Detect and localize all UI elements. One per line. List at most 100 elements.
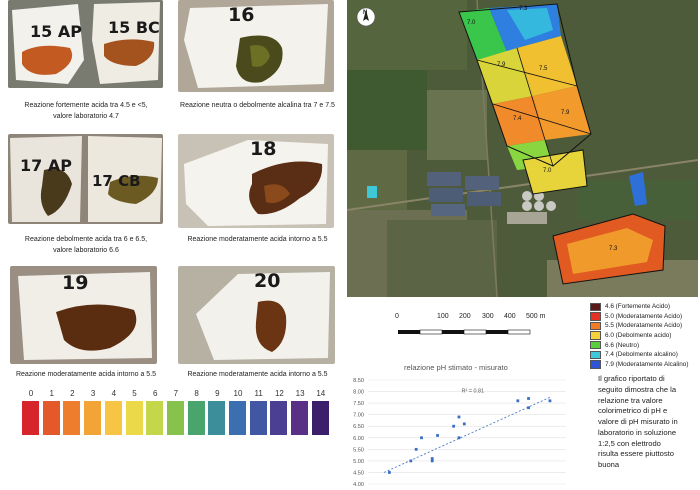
caption-line: valore laboratorio 6.6 — [53, 246, 119, 254]
scale-label: 200 — [459, 313, 471, 320]
ph-swatch — [84, 401, 102, 435]
scale-label: 500 m — [526, 313, 546, 320]
y-tick-label: 8.50 — [353, 378, 364, 384]
ph-swatch — [166, 401, 184, 435]
sample-caption-17: Reazione debolmente acida tra 6 e 6.5, v… — [0, 235, 172, 257]
field-label: 7.5 — [539, 66, 548, 72]
chart-note: Il grafico riportato di seguito dimostra … — [598, 374, 698, 471]
ph-swatch — [311, 401, 329, 435]
y-tick-label: 8.00 — [353, 390, 364, 396]
ph-swatch — [146, 401, 164, 435]
data-point — [548, 399, 552, 403]
note-line: 1:2,5 con elettrodo — [598, 438, 661, 448]
field-label: 7.4 — [513, 116, 522, 122]
ph-swatch — [104, 401, 122, 435]
data-point — [436, 434, 439, 437]
ph-scatter-chart: 8.50 8.00 7.50 7.00 6.50 6.00 5.50 5.00 4.50 4.00… — [353, 378, 566, 488]
legend-item: 6.0 (Debolmente acido) — [590, 331, 698, 341]
y-tick-label: 6.00 — [353, 436, 364, 442]
sample-caption-18: Reazione moderatamente acida intorno a 5… — [175, 235, 340, 246]
legend-label: 5.0 (Moderatamente Acido) — [605, 312, 683, 320]
ph-swatch — [270, 401, 288, 435]
legend-item: 6.6 (Neutro) — [590, 340, 698, 350]
y-tick-label: 7.50 — [353, 401, 364, 407]
legend-swatch — [590, 360, 601, 369]
ph-number: 0 — [28, 389, 34, 398]
scale-label: 300 — [482, 313, 494, 320]
ph-number: 1 — [49, 389, 54, 398]
sample-caption-16: Reazione neutra o debolmente alcalina tr… — [175, 101, 340, 112]
caption-line: valore laboratorio 4.7 — [53, 112, 119, 120]
scale-bar-art — [398, 329, 531, 335]
ph-swatch — [42, 401, 60, 435]
ph-number: 9 — [215, 389, 220, 398]
legend-swatch — [590, 312, 601, 321]
legend-item: 7.4 (Debolmente alcalino) — [590, 350, 698, 360]
sample-photo-20: 20 — [178, 266, 335, 364]
ph-number: 7 — [173, 389, 179, 398]
map-legend: 4.6 (Fortemente Acido) 5.0 (Moderatamente… — [590, 302, 698, 369]
field-label: 7.9 — [497, 62, 506, 68]
field-label: 7.9 — [561, 110, 570, 116]
legend-label: 5.5 (Moderatamente Acido) — [605, 322, 683, 330]
ph-swatch — [249, 401, 267, 435]
legend-item: 7.9 (Moderatamente Alcalino) — [590, 360, 698, 370]
legend-label: 4.6 (Fortemente Acido) — [605, 303, 671, 311]
ph-number: 11 — [254, 389, 263, 398]
sample-photo-15: 15 AP 15 BC — [8, 0, 163, 88]
sample-caption-20: Reazione moderatamente acida intorno a 5… — [175, 370, 340, 381]
legend-label: 6.6 (Neutro) — [605, 341, 640, 349]
data-point — [457, 415, 461, 419]
sample-label-18: 18 — [250, 138, 277, 160]
legend-label: 7.9 (Moderatamente Alcalino) — [605, 360, 689, 368]
ph-number: 8 — [194, 389, 199, 398]
scale-labels-row: 0 100 200 300 400 500 m — [395, 313, 556, 323]
ph-number: 12 — [274, 389, 284, 398]
sample-photo-16: 16 — [178, 0, 334, 92]
sample-label-20: 20 — [254, 270, 281, 292]
ph-number: 10 — [233, 389, 243, 398]
data-point — [420, 436, 423, 440]
legend-swatch — [590, 350, 601, 360]
note-line: relazione tra valore — [598, 395, 663, 405]
ph-number: 14 — [316, 389, 326, 398]
data-point — [452, 424, 456, 428]
ph-color-scale: 0 1 2 3 4 5 6 7 8 9 10 11 12 13 14 — [22, 389, 332, 441]
ph-swatch — [291, 401, 309, 435]
sample-photo-15-art — [8, 0, 163, 88]
caption-line: Reazione moderatamente acida intorno a 5… — [187, 236, 328, 243]
sample-photo-16-art — [178, 0, 334, 92]
sample-label-15bc: 15 BC — [108, 18, 160, 37]
r2-annotation: R² = 0.81 — [462, 389, 484, 395]
ph-swatch — [22, 401, 39, 435]
legend-label: 7.4 (Debolmente alcalino) — [605, 351, 678, 359]
ph-number: 3 — [90, 389, 96, 398]
data-point — [527, 406, 530, 410]
sample-caption-15: Reazione fortemente acida tra 4.5 e <5, … — [0, 101, 172, 123]
legend-swatch — [590, 331, 601, 340]
sample-label-19: 19 — [62, 272, 89, 294]
caption-line: Reazione fortemente acida tra 4.5 e <5, — [24, 102, 148, 109]
compass-n-label: N — [363, 10, 368, 16]
sample-photo-18: 18 — [178, 134, 334, 228]
legend-swatch — [590, 321, 601, 331]
sample-photo-20-art — [178, 266, 335, 364]
caption-line: Reazione neutra o debolmente alcalina tr… — [180, 102, 335, 109]
legend-item: 5.0 (Moderatamente Acido) — [590, 312, 698, 322]
ph-swatch — [187, 401, 205, 435]
sample-label-17cb: 17 CB — [92, 172, 141, 190]
field-label: 7.0 — [467, 20, 476, 26]
data-point — [414, 447, 418, 451]
scale-label: 100 — [437, 313, 449, 320]
scale-label: 400 — [504, 313, 516, 320]
sample-label-17ap: 17 AP — [20, 156, 72, 175]
caption-line: Reazione moderatamente acida intorno a 5… — [187, 371, 328, 378]
map-scale-bar — [396, 322, 556, 346]
field-label: 7.3 — [519, 6, 528, 12]
caption-line: Reazione debolmente acida tra 6 e 6.5, — [24, 236, 148, 243]
y-tick-label: 4.50 — [353, 470, 364, 476]
sample-label-16: 16 — [228, 4, 255, 26]
data-point — [457, 436, 461, 440]
data-point — [388, 471, 391, 474]
y-tick-label: 5.00 — [353, 459, 364, 465]
